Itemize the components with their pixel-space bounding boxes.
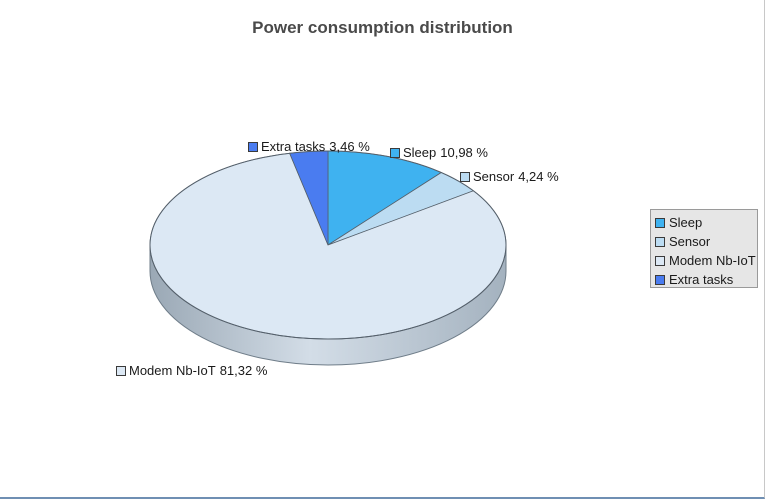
data-label-sleep: Sleep 10,98 %: [390, 145, 488, 160]
legend-item-sensor: Sensor: [655, 232, 757, 251]
legend-swatch: [655, 217, 665, 228]
pie-slice-separators: [149, 150, 507, 340]
data-label-swatch: [390, 147, 400, 158]
pie-top: [149, 150, 507, 340]
chart-legend: Sleep Sensor Modem Nb-IoT Extra tasks: [650, 209, 758, 288]
legend-swatch: [655, 255, 665, 266]
data-label-extra-tasks: Extra tasks 3,46 %: [248, 139, 370, 154]
chart-title: Power consumption distribution: [252, 18, 513, 37]
data-label-modem-nb-iot: Modem Nb-IoT 81,32 %: [116, 363, 267, 378]
legend-swatch: [655, 236, 665, 247]
legend-swatch: [655, 274, 665, 285]
data-label-sensor: Sensor 4,24 %: [460, 169, 559, 184]
legend-item-sleep: Sleep: [655, 213, 757, 232]
pie-top-outline: [149, 150, 507, 340]
legend-item-modem-nb-iot: Modem Nb-IoT: [655, 251, 757, 270]
data-label-swatch: [248, 141, 258, 152]
legend-item-extra-tasks: Extra tasks: [655, 270, 757, 289]
data-label-swatch: [116, 365, 126, 376]
data-label-swatch: [460, 171, 470, 182]
